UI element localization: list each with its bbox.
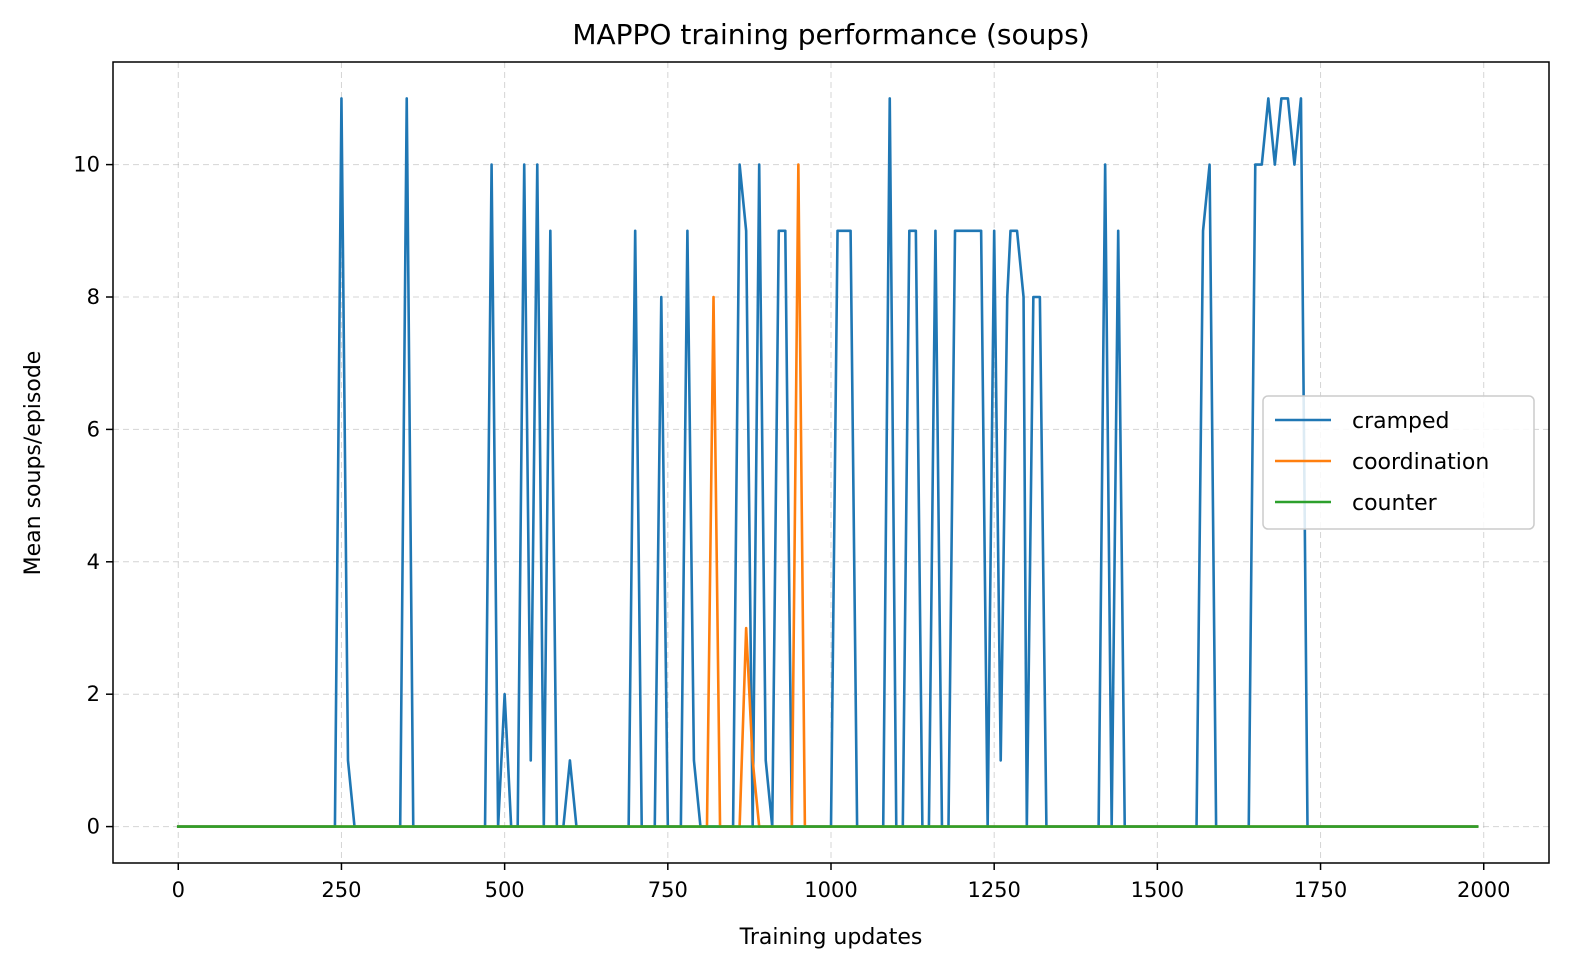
series-line-coordination [176,163,1479,828]
x-axis-label: Training updates [739,925,923,950]
legend-label-cramped: cramped [1352,409,1450,434]
y-tick-label: 10 [73,153,100,177]
y-axis-label: Mean soups/episode [21,351,46,576]
y-tick-label: 6 [87,417,100,441]
x-tick-label: 1750 [1294,878,1347,902]
x-tick-label: 250 [321,878,361,902]
x-tick-label: 1000 [804,878,857,902]
x-tick-label: 1250 [967,878,1020,902]
axis-ticks: 0 250 500 750 1000 1250 1500 1750 2000 0 2 4 6 8 10 [73,153,1510,902]
x-tick-label: 500 [485,878,525,902]
legend-box [1262,395,1535,530]
series-lines [176,97,1479,828]
y-tick-label: 4 [87,550,100,574]
legend: cramped coordination counter [1262,395,1535,530]
y-tick-label: 2 [87,682,100,706]
x-tick-label: 2000 [1457,878,1510,902]
y-tick-label: 8 [87,285,100,309]
x-tick-label: 750 [648,878,688,902]
chart-title: MAPPO training performance (soups) [572,18,1089,51]
x-tick-label: 0 [172,878,185,902]
y-tick-label: 0 [87,815,100,839]
legend-label-coordination: coordination [1352,450,1489,475]
x-tick-label: 1500 [1131,878,1184,902]
legend-label-counter: counter [1352,491,1438,516]
